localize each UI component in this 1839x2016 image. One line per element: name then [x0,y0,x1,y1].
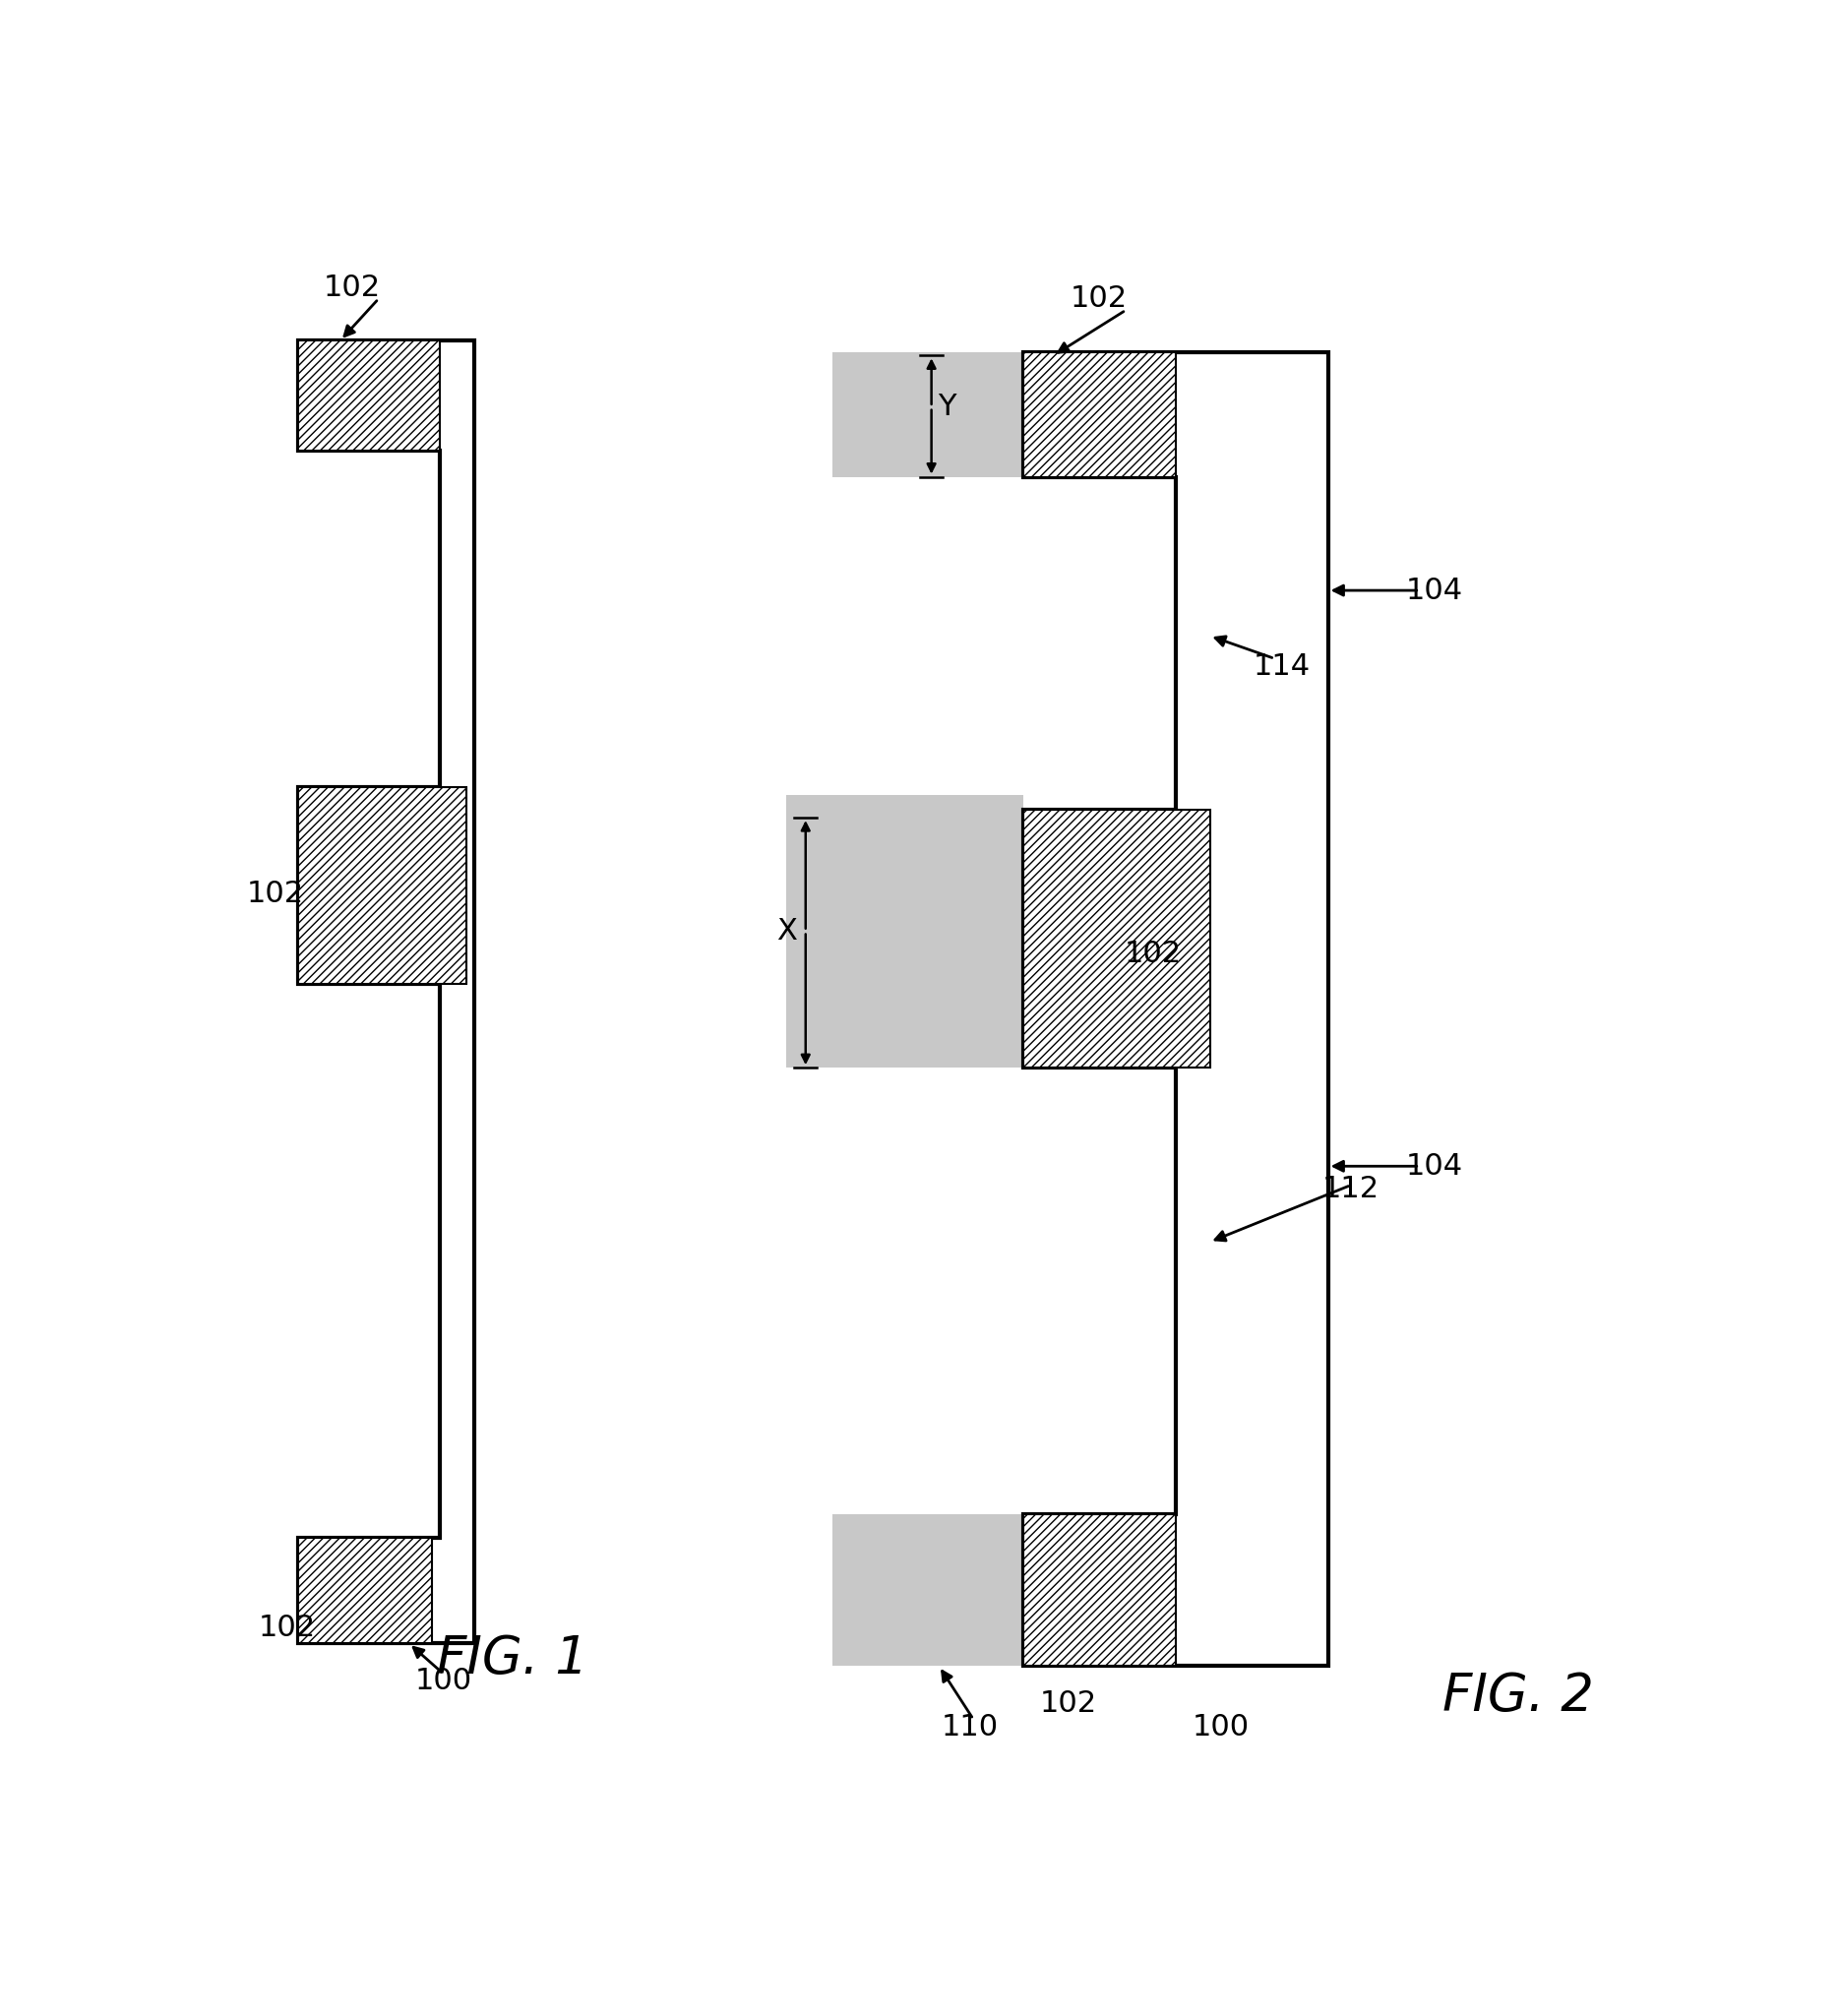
Text: 102: 102 [1070,284,1127,312]
Text: 102: 102 [324,272,381,302]
Text: FIG. 2: FIG. 2 [1444,1671,1594,1722]
Polygon shape [1022,351,1328,1665]
Bar [1022,810,1210,1068]
Bar [833,1514,1022,1665]
Text: 100: 100 [1194,1712,1251,1742]
Bar [1022,1514,1175,1665]
Text: 104: 104 [1407,577,1464,605]
Text: 110: 110 [942,1712,999,1742]
Polygon shape [298,341,474,1643]
Text: 100: 100 [416,1667,473,1695]
Text: 102: 102 [259,1615,316,1643]
Bar [298,1538,432,1643]
Text: 102: 102 [1124,939,1181,968]
Text: X: X [776,917,796,946]
Text: 104: 104 [1407,1151,1464,1181]
Bar [298,788,467,984]
Text: 114: 114 [1254,651,1311,681]
Bar [787,794,1022,1068]
Text: 102: 102 [246,879,303,907]
Text: 102: 102 [1041,1689,1098,1718]
Text: FIG. 1: FIG. 1 [436,1633,588,1683]
Bar [1022,351,1175,476]
Bar [833,351,1022,476]
Text: Y: Y [938,393,956,421]
Text: 112: 112 [1322,1175,1379,1204]
Bar [298,341,440,450]
